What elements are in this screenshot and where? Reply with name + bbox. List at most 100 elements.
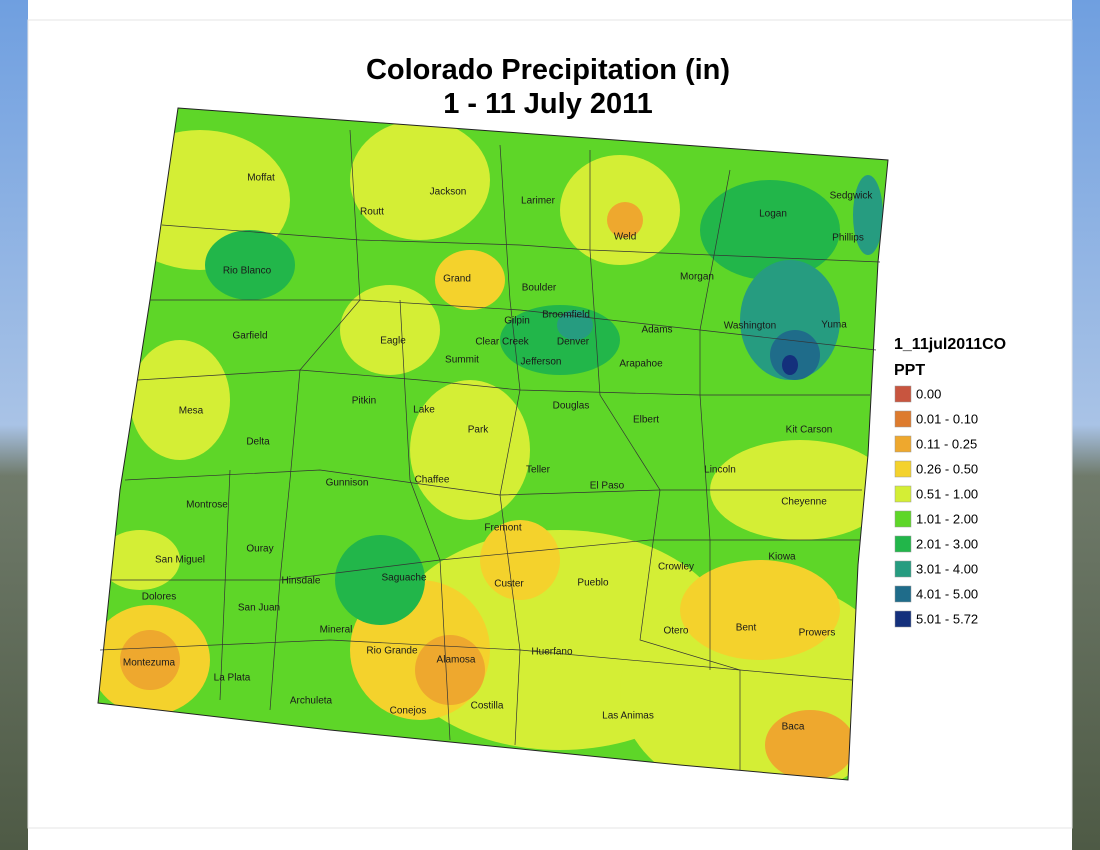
county-label: Costilla (471, 701, 504, 712)
raster-zone (782, 355, 798, 375)
raster-zone (340, 285, 440, 375)
legend-swatch (894, 610, 912, 628)
county-label: Mesa (179, 406, 204, 417)
legend: 1_11jul2011CO PPT 0.00 0.01 - 0.10 0.11 - … (894, 336, 1006, 628)
legend-swatch (894, 385, 912, 403)
county-label: Kiowa (768, 552, 796, 563)
county-label: Kit Carson (786, 425, 833, 436)
county-label: Conejos (390, 706, 427, 717)
state-border (97, 107, 889, 781)
county-label: Adams (641, 325, 672, 336)
county-label: Grand (443, 274, 471, 285)
legend-label: 0.01 - 0.10 (916, 411, 978, 426)
county-label: San Juan (238, 603, 280, 614)
legend-title: 1_11jul2011CO (894, 336, 1006, 353)
legend-label: 0.51 - 1.00 (916, 486, 978, 501)
raster-zone (120, 630, 180, 690)
county-label: Jackson (430, 187, 467, 198)
county-label: Teller (526, 465, 551, 476)
raster-zone (100, 530, 180, 590)
county-label: Montezuma (123, 658, 176, 669)
county-label: Larimer (521, 196, 556, 207)
county-label: Morgan (680, 272, 714, 283)
county-label: Montrose (186, 500, 228, 511)
legend-label: 4.01 - 5.00 (916, 586, 978, 601)
county-label: Elbert (633, 415, 659, 426)
county-label: Washington (724, 321, 776, 332)
raster-zone (557, 310, 593, 340)
county-label: Clear Creek (475, 337, 529, 348)
legend-label: 0.26 - 0.50 (916, 461, 978, 476)
raster-zone (435, 250, 505, 310)
county-label: Crowley (658, 562, 694, 573)
county-label: Weld (614, 232, 637, 243)
county-label: Delta (246, 437, 270, 448)
raster-zone (415, 635, 485, 705)
county-label: Huerfano (531, 647, 573, 658)
county-label: Archuleta (290, 696, 333, 707)
precip-raster (98, 108, 888, 780)
legend-swatch (894, 560, 912, 578)
county-label: Alamosa (437, 655, 476, 666)
raster-zone (480, 520, 560, 600)
county-label: Denver (557, 337, 590, 348)
raster-zone (680, 560, 840, 660)
county-labels: Moffat Routt Jackson Larimer Weld Logan Sedgwi… (123, 173, 874, 733)
background-image (0, 0, 28, 850)
raster-zone (130, 340, 230, 460)
county-label: Gilpin (504, 316, 530, 327)
county-label: Moffat (247, 173, 275, 184)
county-label: Pueblo (577, 578, 609, 589)
legend-label: 2.01 - 3.00 (916, 536, 978, 551)
raster-zone (765, 710, 855, 780)
county-label: Las Animas (602, 711, 654, 722)
county-label: Rio Grande (366, 646, 418, 657)
legend-swatch (894, 485, 912, 503)
county-label: El Paso (590, 481, 625, 492)
county-label: Dolores (142, 592, 176, 603)
legend-swatch (894, 410, 912, 428)
county-label: Park (468, 425, 490, 436)
county-label: Prowers (799, 628, 836, 639)
legend-swatch (894, 460, 912, 478)
legend-swatch (894, 510, 912, 528)
county-label: Douglas (553, 401, 590, 412)
county-label: Sedgwick (830, 191, 874, 202)
county-label: Chaffee (415, 475, 450, 486)
raster-zone (350, 120, 490, 240)
county-label: Hinsdale (282, 576, 321, 587)
county-label: Jefferson (521, 357, 562, 368)
legend-label: 0.00 (916, 386, 941, 401)
legend-swatch (894, 435, 912, 453)
county-label: Yuma (821, 320, 847, 331)
raster-zone (607, 202, 643, 238)
county-label: Mineral (320, 625, 353, 636)
legend-label: 5.01 - 5.72 (916, 611, 978, 626)
county-label: Eagle (380, 336, 406, 347)
legend-swatch (894, 585, 912, 603)
county-label: Baca (782, 722, 805, 733)
county-label: Rio Blanco (223, 266, 272, 277)
county-label: Garfield (232, 331, 267, 342)
county-label: Bent (736, 623, 757, 634)
county-label: Lake (413, 405, 435, 416)
legend-field: PPT (894, 362, 925, 379)
legend-label: 3.01 - 4.00 (916, 561, 978, 576)
county-label: Phillips (832, 233, 864, 244)
raster-zone (205, 230, 295, 300)
county-label: Ouray (246, 544, 273, 555)
county-label: Gunnison (326, 478, 369, 489)
county-label: Pitkin (352, 396, 376, 407)
legend-label: 0.11 - 0.25 (916, 436, 977, 451)
county-label: Saguache (381, 573, 426, 584)
legend-swatch (894, 535, 912, 553)
map-subtitle: 1 - 11 July 2011 (443, 88, 653, 120)
county-label: Arapahoe (619, 359, 663, 370)
county-label: Otero (663, 626, 688, 637)
background-image (1072, 0, 1100, 850)
legend-label: 1.01 - 2.00 (916, 511, 978, 526)
county-label: Lincoln (704, 465, 736, 476)
county-label: Cheyenne (781, 497, 827, 508)
county-label: San Miguel (155, 555, 205, 566)
